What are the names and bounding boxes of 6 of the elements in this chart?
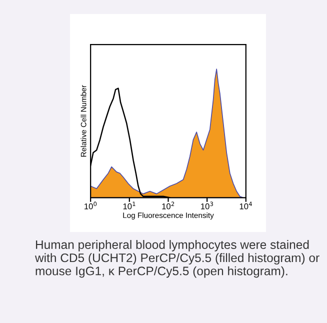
x-tick-label: 10$^{3}$ [201, 202, 213, 210]
x-tick-label: 10$^{1}$ [123, 202, 136, 210]
x-tick-label: 10$^{4}$ [240, 202, 252, 210]
x-tick-label: 10$^{2}$ [162, 202, 174, 210]
x-tick-label: 10$^{0}$ [84, 202, 97, 210]
text: Human peripheral blood lymphocytes were stained with CD5 (UCHT2) PerCP/Cy5.5 (filled histogram) or mouse IgG1, κ PerCP/Cy5.5 (open histogram). [34, 240, 320, 278]
